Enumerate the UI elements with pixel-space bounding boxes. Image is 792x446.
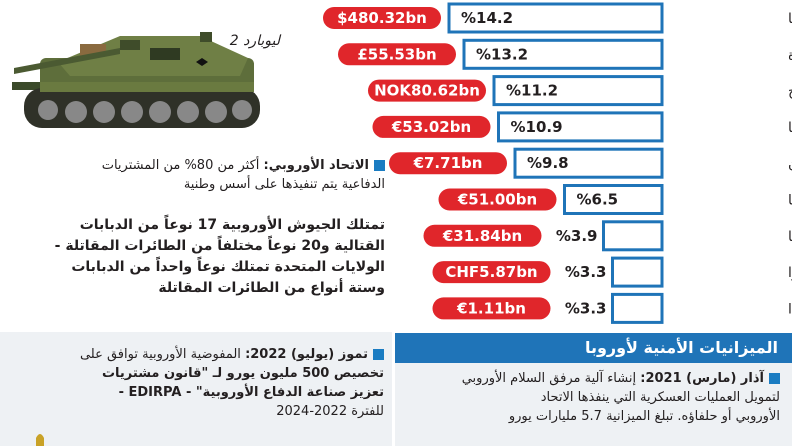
budget-label: €1.11bn [456,299,526,317]
bar [602,220,664,252]
country-label: اليونان [788,156,792,172]
budget-label: $480.32bn [337,9,427,27]
budget-pill [323,7,441,29]
leopard-tank-illustration [12,32,260,128]
bar-value-label: %13.2 [476,45,528,63]
budget-pill [372,115,491,138]
bar [513,147,664,179]
budget-label: NOK80.62bn [374,82,480,100]
july-note-line3: تعزيز صناعة الدفاع الأوروبية" - EDIRPA - [118,385,384,400]
country-label: إيرلندا [788,301,792,317]
armies-note-line: الولايات المتحدة تمتلك نوعاً واحداً من ا… [71,259,385,275]
budget-label: €31.84bn [442,227,522,245]
bar [492,75,664,107]
july-note-heading: تموز (يوليو) 2022: [245,347,368,362]
country-label: إيطاليا [788,229,792,245]
bar [462,38,664,70]
armies-note: تمتلك الجيوش الأوروبية 17 نوعاً من الدبا… [10,215,385,299]
july-note-line4: للفترة 2022-2024 [276,404,384,419]
march-note-heading: آذار (مارس) 2021: [640,371,764,386]
eu-note-line2: الدفاعية يتم تنفيذها على أسس وطنية [183,177,385,192]
bar [497,111,664,143]
country-label: المملكة المتحدة [788,47,792,63]
bar-value-label: %9.8 [527,154,569,172]
bar-value-label: %11.2 [506,82,558,100]
eu-note-heading: الاتحاد الأوروبي: [263,158,369,173]
bar [563,184,664,215]
bullet-square-icon [769,373,780,384]
bar-value-label: %14.2 [461,9,513,27]
country-label: فرنسا [788,193,792,209]
july-panel [0,332,392,446]
bar-value-label: %3.3 [565,299,607,317]
budget-label: €7.71bn [413,154,483,172]
march-note-line1: إنشاء آلية مرفق السلام الأوروبي [461,371,637,386]
bar [447,2,664,34]
country-label: ألمانيا [788,118,792,136]
eu-note-line1: أكثر من 80% من المشتريات [101,158,260,173]
country-label: أوروبا [788,9,792,27]
budget-label: CHF5.87bn [445,263,537,281]
country-label: سويسرا [788,265,792,281]
budget-pill [438,188,557,211]
july-note-line1: المفوضية الأوروبية توافق على [79,347,241,362]
march-note-line2: لتمويل العمليات العسكرية التي ينفذها الا… [540,390,780,405]
budget-pill [423,224,542,247]
bar-value-label: %6.5 [577,191,619,209]
country-label: النرويج [788,84,792,100]
budget-pill [338,43,456,66]
budget-pill [368,79,486,102]
armies-note-line: تمتلك الجيوش الأوروبية 17 نوعاً من الدبا… [79,217,385,233]
budget-pill [432,261,551,284]
budget-pill [432,297,551,320]
bar-value-label: %10.9 [511,118,563,136]
march-panel [395,363,792,446]
july-note: تموز (يوليو) 2022: المفوضية الأوروبية تو… [12,345,384,421]
bar [611,292,664,324]
section-banner: الميزانيات الأمنية لأوروبا [395,333,792,363]
tank-caption: ليوبارد 2 [229,33,280,49]
bar-value-label: %3.3 [565,263,607,281]
armies-note-line: وستة أنواع من الطائرات المقاتلة [158,280,385,296]
july-note-line2: تخصيص 500 مليون يورو لـ "قانون مشتريات [101,366,384,381]
bullet-square-icon [374,160,385,171]
budget-label: £55.53bn [357,45,436,63]
bar-value-label: %3.9 [556,227,598,245]
eu-note: الاتحاد الأوروبي: أكثر من 80% من المشتري… [10,156,385,194]
bullet-shell-icon [36,434,44,446]
budget-pill [389,152,507,175]
armies-note-line: القتالية و20 نوعاً مختلفاً من الطائرات ا… [54,238,385,254]
bullet-square-icon [373,349,384,360]
march-note-line3: الأوروبي أو حلفاؤه. تبلغ الميزانية 5.7 م… [508,409,780,424]
budget-label: €53.02bn [391,118,471,136]
march-note: آذار (مارس) 2021: إنشاء آلية مرفق السلام… [400,369,780,426]
bar [611,256,664,288]
budget-label: €51.00bn [457,191,537,209]
